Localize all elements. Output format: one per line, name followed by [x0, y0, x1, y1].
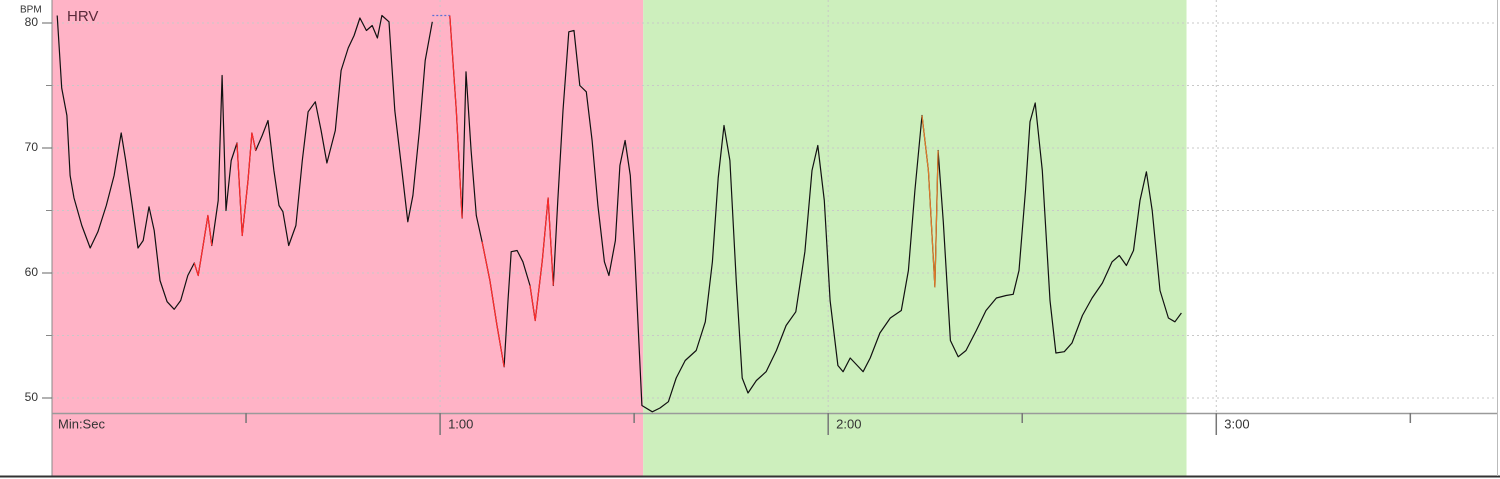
- hrv-line: [193, 15, 554, 367]
- y-axis-label: BPM: [20, 5, 42, 16]
- y-tick-label: 60: [25, 265, 39, 279]
- y-tick-label: 80: [25, 15, 39, 29]
- hrv-line: [921, 115, 939, 288]
- y-tick-label: 50: [25, 390, 39, 404]
- grid: [52, 0, 1497, 413]
- region: [52, 0, 644, 476]
- region: [643, 0, 1187, 476]
- x-tick-label: 1:00: [448, 416, 473, 431]
- lines: [56, 14, 1182, 413]
- x-tick-label: 3:00: [1224, 416, 1249, 431]
- chart-title: HRV: [67, 8, 98, 25]
- y-tick-label: 70: [25, 140, 39, 154]
- x-axis-label: Min:Sec: [58, 416, 105, 431]
- background: [52, 0, 1187, 476]
- x-tick-label: 2:00: [836, 416, 861, 431]
